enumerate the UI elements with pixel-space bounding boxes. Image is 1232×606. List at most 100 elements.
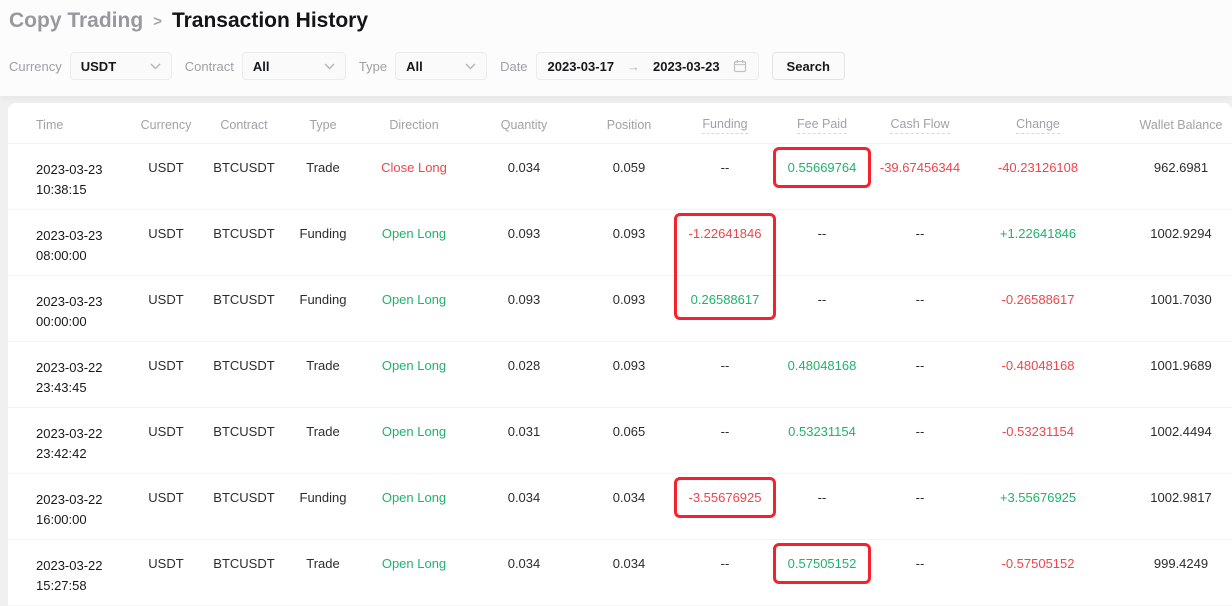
cell-fee-paid: -- bbox=[817, 292, 827, 307]
cell-time: 2023-03-23 00:00:00 bbox=[36, 294, 103, 329]
cell-time: 2023-03-23 10:38:15 bbox=[36, 162, 103, 197]
cell-quantity: 0.034 bbox=[507, 556, 541, 571]
table-row: 2023-03-23 08:00:00 USDT BTCUSDT Funding… bbox=[8, 210, 1232, 276]
breadcrumb-separator: > bbox=[153, 13, 162, 30]
cell-position: 0.065 bbox=[612, 424, 646, 439]
cell-type: Funding bbox=[299, 226, 347, 241]
cell-quantity: 0.028 bbox=[507, 358, 541, 373]
transaction-table: Time Currency Contract Type Direction Qu… bbox=[8, 103, 1232, 606]
currency-select-value: USDT bbox=[80, 58, 117, 74]
cell-quantity: 0.093 bbox=[507, 226, 541, 241]
chevron-down-icon bbox=[465, 63, 476, 70]
contract-select[interactable]: All bbox=[241, 52, 346, 80]
cell-direction: Open Long bbox=[381, 358, 447, 373]
table-row: 2023-03-22 16:00:00 USDT BTCUSDT Funding… bbox=[8, 474, 1232, 540]
cell-currency: USDT bbox=[148, 358, 184, 373]
cell-change: -40.23126108 bbox=[997, 160, 1079, 175]
cell-type: Trade bbox=[306, 556, 340, 571]
search-button[interactable]: Search bbox=[771, 52, 845, 80]
type-select-value: All bbox=[406, 58, 423, 74]
cell-contract: BTCUSDT bbox=[213, 556, 275, 571]
calendar-icon[interactable] bbox=[733, 59, 747, 73]
contract-select-value: All bbox=[252, 58, 270, 74]
col-header-cash-flow: Cash Flow bbox=[870, 103, 970, 144]
table-row: 2023-03-22 23:43:45 USDT BTCUSDT Trade O… bbox=[8, 342, 1232, 408]
cell-fee-paid: -- bbox=[817, 226, 827, 241]
cell-funding: 0.26588617 bbox=[690, 292, 760, 307]
cell-wallet-balance: 1002.9294 bbox=[1150, 226, 1212, 241]
cell-type: Trade bbox=[306, 358, 340, 373]
contract-filter-label: Contract bbox=[184, 58, 234, 74]
cell-funding: -1.22641846 bbox=[688, 226, 762, 241]
cell-position: 0.093 bbox=[612, 226, 646, 241]
table-row: 2023-03-22 23:42:42 USDT BTCUSDT Trade O… bbox=[8, 408, 1232, 474]
cell-time: 2023-03-22 23:42:42 bbox=[36, 426, 103, 461]
date-end-value: 2023-03-23 bbox=[653, 58, 720, 74]
cell-currency: USDT bbox=[148, 424, 184, 439]
cell-change: -0.53231154 bbox=[1001, 424, 1075, 439]
breadcrumb: Copy Trading > Transaction History bbox=[0, 0, 1232, 33]
cell-change: +3.55676925 bbox=[999, 490, 1077, 505]
cell-change: -0.48048168 bbox=[1001, 358, 1075, 373]
cell-direction: Open Long bbox=[381, 292, 447, 307]
transaction-table-body: 2023-03-23 10:38:15 USDT BTCUSDT Trade C… bbox=[8, 144, 1232, 606]
cell-funding: -- bbox=[720, 424, 730, 439]
date-range-picker[interactable]: 2023-03-17 → 2023-03-23 bbox=[535, 52, 759, 80]
cell-quantity: 0.034 bbox=[507, 160, 541, 175]
cell-direction: Open Long bbox=[381, 556, 447, 571]
cell-time: 2023-03-23 08:00:00 bbox=[36, 228, 103, 263]
filter-bar: Currency USDT Contract All Type All bbox=[9, 52, 845, 80]
col-header-change: Change bbox=[970, 103, 1106, 144]
cell-position: 0.034 bbox=[612, 556, 646, 571]
page-header: Copy Trading > Transaction History Curre… bbox=[0, 0, 1232, 96]
cell-change: -0.26588617 bbox=[1001, 292, 1075, 307]
cell-position: 0.034 bbox=[612, 490, 646, 505]
col-header-contract: Contract bbox=[220, 117, 268, 132]
cell-time: 2023-03-22 16:00:00 bbox=[36, 492, 103, 527]
cell-change: +1.22641846 bbox=[999, 226, 1077, 241]
currency-select[interactable]: USDT bbox=[69, 52, 172, 80]
chevron-down-icon bbox=[324, 63, 335, 70]
col-header-funding: Funding bbox=[676, 103, 774, 144]
cell-funding: -- bbox=[720, 358, 730, 373]
cell-contract: BTCUSDT bbox=[213, 490, 275, 505]
cell-currency: USDT bbox=[148, 160, 184, 175]
cell-contract: BTCUSDT bbox=[213, 292, 275, 307]
cell-currency: USDT bbox=[148, 292, 184, 307]
cell-funding: -3.55676925 bbox=[688, 490, 762, 505]
cell-wallet-balance: 962.6981 bbox=[1153, 160, 1209, 175]
cell-quantity: 0.093 bbox=[507, 292, 541, 307]
cell-type: Trade bbox=[306, 160, 340, 175]
arrow-right-icon: → bbox=[627, 58, 641, 74]
cell-wallet-balance: 1002.4494 bbox=[1150, 424, 1212, 439]
cell-position: 0.059 bbox=[612, 160, 646, 175]
cell-wallet-balance: 999.4249 bbox=[1153, 556, 1209, 571]
cell-currency: USDT bbox=[148, 226, 184, 241]
cell-contract: BTCUSDT bbox=[213, 160, 275, 175]
cell-cash-flow: -39.67456344 bbox=[879, 160, 961, 175]
table-row: 2023-03-22 15:27:58 USDT BTCUSDT Trade O… bbox=[8, 540, 1232, 606]
cell-quantity: 0.034 bbox=[507, 490, 541, 505]
cell-fee-paid: -- bbox=[817, 490, 827, 505]
cell-contract: BTCUSDT bbox=[213, 226, 275, 241]
cell-fee-paid: 0.55669764 bbox=[787, 160, 857, 175]
col-header-time: Time bbox=[36, 117, 64, 132]
col-header-position: Position bbox=[606, 117, 652, 132]
col-header-direction: Direction bbox=[389, 117, 439, 132]
table-header: Time Currency Contract Type Direction Qu… bbox=[8, 103, 1232, 144]
cell-quantity: 0.031 bbox=[507, 424, 541, 439]
type-select[interactable]: All bbox=[395, 52, 488, 80]
breadcrumb-parent[interactable]: Copy Trading bbox=[9, 9, 144, 32]
cell-currency: USDT bbox=[148, 556, 184, 571]
cell-fee-paid: 0.53231154 bbox=[788, 424, 856, 439]
cell-wallet-balance: 1001.7030 bbox=[1150, 292, 1212, 307]
table-row: 2023-03-23 00:00:00 USDT BTCUSDT Funding… bbox=[8, 276, 1232, 342]
cell-position: 0.093 bbox=[612, 292, 646, 307]
cell-cash-flow: -- bbox=[915, 424, 925, 439]
cell-type: Funding bbox=[299, 292, 347, 307]
page-title: Transaction History bbox=[171, 9, 369, 32]
cell-type: Funding bbox=[299, 490, 347, 505]
cell-time: 2023-03-22 23:43:45 bbox=[36, 360, 103, 395]
chevron-down-icon bbox=[150, 63, 161, 70]
cell-fee-paid: 0.48048168 bbox=[787, 358, 857, 373]
